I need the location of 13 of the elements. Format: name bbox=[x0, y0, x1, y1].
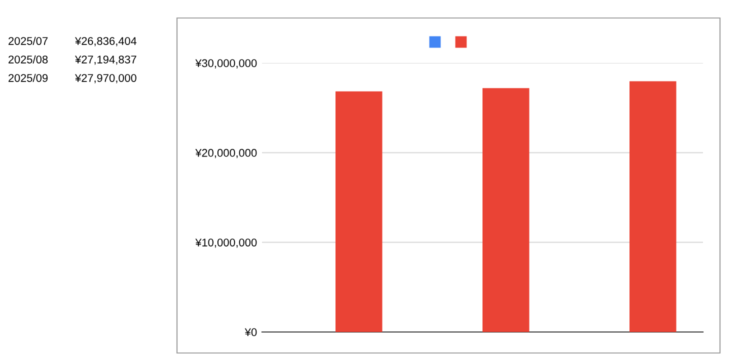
y-tick-label: ¥0 bbox=[244, 328, 257, 336]
text: ¥26,836,404 bbox=[74, 37, 136, 46]
bar bbox=[482, 88, 530, 332]
text: ¥27,970,000 bbox=[74, 74, 136, 84]
text: 2025/09 bbox=[8, 74, 48, 82]
text: 2025/07 bbox=[8, 36, 48, 45]
bar bbox=[336, 91, 382, 332]
text: ¥27,194,837 bbox=[74, 56, 136, 65]
text: 2025/08 bbox=[8, 55, 48, 64]
y-tick-label: ¥20,000,000 bbox=[195, 148, 257, 158]
y-tick-label: ¥10,000,000 bbox=[195, 238, 257, 248]
y-tick-label: ¥30,000,000 bbox=[195, 59, 257, 68]
bar bbox=[630, 81, 676, 332]
